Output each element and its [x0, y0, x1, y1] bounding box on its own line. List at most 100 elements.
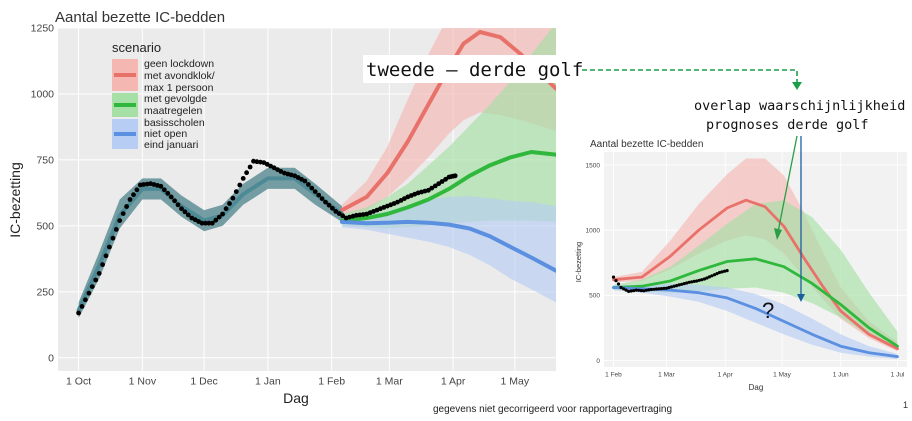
overlap-label-line1: overlap waarschijnlijkheid — [694, 98, 905, 114]
observed-point — [682, 282, 686, 286]
y-tick-label: 1000 — [586, 227, 601, 234]
observed-point — [687, 280, 691, 284]
observed-point — [647, 288, 651, 292]
observed-point — [223, 206, 229, 212]
y-tick-label: 500 — [589, 293, 600, 300]
observed-point — [672, 284, 676, 288]
observed-point — [675, 284, 679, 288]
observed-point — [172, 198, 178, 204]
y-tick-label: 1500 — [586, 162, 601, 169]
observed-point — [175, 202, 181, 208]
observed-point — [237, 182, 243, 188]
series-line-blue — [340, 219, 556, 273]
observed-point — [391, 201, 397, 206]
observed-point — [227, 201, 232, 206]
observed-point — [103, 253, 109, 259]
observed-point — [723, 269, 727, 273]
observed-point — [240, 176, 246, 181]
observed-point — [622, 287, 626, 291]
wave-label-background — [363, 55, 573, 83]
observed-point — [432, 183, 438, 189]
observed-point — [134, 187, 140, 193]
observed-point — [76, 310, 81, 316]
observed-point — [717, 270, 722, 275]
observed-point — [299, 176, 304, 182]
x-axis-label: Dag — [749, 383, 764, 392]
right-chart: Aantal bezette IC-bedden 0 500 1000 1500 1 … — [574, 139, 907, 392]
observed-point — [611, 275, 616, 279]
observed-point — [93, 277, 99, 283]
x-tick-label: 1 Mar — [376, 376, 403, 388]
series-line-red — [612, 198, 899, 351]
observed-point — [695, 279, 699, 283]
observed-point — [450, 173, 456, 179]
observed-point — [705, 276, 709, 280]
observed-point — [333, 209, 339, 214]
legend-label: niet open — [144, 128, 187, 140]
observed-point — [326, 202, 332, 208]
observed-point — [309, 185, 315, 191]
observed-point — [429, 185, 435, 191]
observed-point — [107, 244, 112, 250]
observed-point — [371, 209, 376, 214]
observed-point — [86, 290, 92, 296]
x-tick-label: 1 Feb — [605, 372, 622, 379]
observed-point — [83, 297, 88, 303]
observed-point — [113, 227, 119, 232]
observed-point — [79, 304, 85, 309]
page-number: 1 — [903, 400, 908, 410]
observed-point — [213, 217, 219, 223]
wave-arrow — [582, 69, 798, 82]
observed-point — [715, 272, 719, 276]
observed-point — [165, 190, 171, 196]
legend-label: geen lockdown — [144, 58, 214, 70]
observed-point — [179, 206, 184, 212]
observed-point — [127, 197, 133, 202]
chart-title: Aantal bezette IC-bedden — [590, 139, 703, 150]
observed-point — [422, 188, 428, 194]
observed-point — [336, 211, 342, 217]
footnote: gegevens niet gecorrigeerd voor rapporta… — [433, 404, 672, 415]
observed-point — [120, 211, 126, 217]
observed-point — [690, 280, 694, 284]
observed-point — [278, 169, 284, 174]
observed-point — [306, 182, 311, 187]
observed-point — [619, 285, 623, 290]
observed-point — [185, 212, 191, 218]
observed-point — [667, 285, 671, 290]
x-axis-ticks: 1 Feb 1 Mar 1 Apr 1 May 1 Jun 1 Jul — [605, 372, 905, 379]
x-tick-label: 1 Oct — [66, 376, 91, 388]
x-tick-label: 1 Nov — [129, 376, 157, 388]
x-tick-label: 1 May — [501, 376, 530, 388]
series-line-green — [612, 257, 899, 348]
observed-point — [642, 289, 646, 293]
observed-point — [707, 275, 712, 279]
observed-point — [206, 220, 212, 226]
observed-point — [697, 278, 701, 282]
observed-point — [196, 219, 202, 224]
wave-label: tweede – derde golf — [366, 59, 583, 81]
legend-label: met avondklok/ — [144, 70, 215, 82]
observed-point — [700, 278, 704, 282]
observed-point — [677, 283, 681, 287]
observed-point — [657, 287, 661, 291]
observed-point — [258, 159, 263, 165]
observed-point — [323, 199, 328, 205]
observed-point — [203, 220, 208, 226]
question-mark: ? — [762, 298, 774, 323]
y-tick-label: 1000 — [31, 89, 55, 101]
observed-point — [634, 288, 638, 292]
observed-point — [268, 163, 273, 169]
x-tick-label: 1 Feb — [318, 376, 345, 388]
legend-item-red: geen lockdown met avondklok/ max 1 perso… — [112, 58, 215, 94]
y-axis-label: IC-bezetting — [7, 162, 23, 237]
observed-point — [319, 196, 325, 202]
observed-point — [629, 289, 633, 293]
x-tick-label: 1 Jan — [255, 376, 281, 388]
legend-title: scenario — [112, 40, 161, 55]
y-tick-label: 750 — [36, 155, 54, 167]
legend-item-blue: basisscholen niet open eind januari — [112, 117, 205, 151]
legend-label: maatregelen — [144, 105, 203, 117]
x-axis-label: Dag — [283, 390, 309, 406]
legend-label: max 1 persoon — [144, 82, 214, 94]
